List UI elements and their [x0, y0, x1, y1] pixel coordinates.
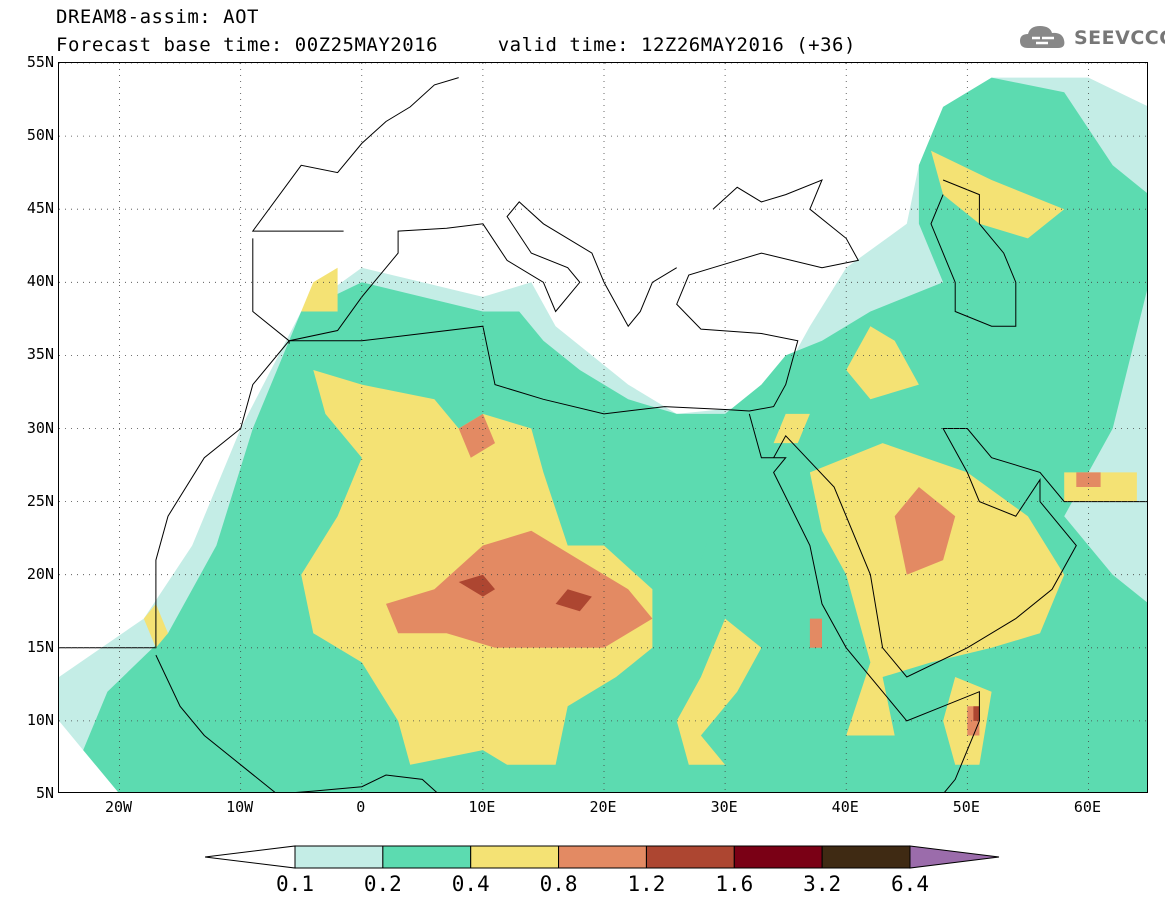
lon-tick-label: 0 — [356, 798, 366, 816]
lon-tick-label: 10E — [468, 798, 496, 816]
aot-level-4-area — [1076, 472, 1101, 487]
lon-tick-label: 30E — [710, 798, 738, 816]
lon-tick-label: 60E — [1073, 798, 1101, 816]
colorbar — [205, 845, 1000, 869]
colorbar-tick-label: 0.4 — [451, 872, 490, 896]
aot-level-3-area — [846, 326, 919, 400]
aot-level-5-area — [458, 574, 495, 597]
cloud-icon — [1020, 26, 1065, 48]
lat-tick-label: 20N — [26, 564, 54, 583]
coastline-segment — [155, 654, 438, 792]
aot-level-4-area — [458, 413, 495, 458]
colorbar-tick-label: 1.2 — [627, 872, 666, 896]
lat-tick-label: 50N — [26, 126, 54, 145]
coastlines — [59, 77, 1147, 792]
lon-tick-label: 10W — [226, 798, 254, 816]
map-canvas — [59, 63, 1147, 792]
logo: SEEVCCC — [1018, 22, 1165, 56]
plot-title-line2: Forecast base time: 00Z25MAY2016 valid t… — [56, 34, 856, 56]
aot-level-4-area — [809, 618, 822, 648]
aot-level-3-area — [676, 618, 762, 765]
lat-tick-label: 10N — [26, 710, 54, 729]
lat-tick-label: 45N — [26, 199, 54, 218]
lat-tick-label: 15N — [26, 637, 54, 656]
lon-tick-label: 20E — [589, 798, 617, 816]
lat-tick-label: 40N — [26, 272, 54, 291]
coastline-segment — [59, 179, 860, 649]
aot-level-3-area — [931, 150, 1065, 239]
coastline-segment — [252, 201, 677, 342]
lat-tick-label: 30N — [26, 418, 54, 437]
lon-tick-label: 50E — [952, 798, 980, 816]
map-panel — [58, 62, 1148, 793]
colorbar-tick-label: 3.2 — [803, 872, 842, 896]
colorbar-swatch — [645, 845, 735, 869]
lat-tick-label: 35N — [26, 345, 54, 364]
lat-tick-label: 5N — [35, 784, 54, 802]
colorbar-low-extension — [205, 845, 296, 869]
colorbar-high-extension — [909, 845, 1000, 869]
logo-text: SEEVCCC — [1074, 27, 1165, 49]
aot-level-3-area — [809, 443, 1065, 736]
colorbar-swatch — [558, 845, 647, 869]
colorbar-tick-label: 0.2 — [363, 872, 402, 896]
colorbar-swatch — [470, 845, 560, 869]
lat-tick-label: 55N — [26, 53, 54, 71]
aot-level-5-area — [555, 589, 592, 612]
lon-tick-label: 20W — [105, 798, 133, 816]
coastline-segment — [930, 179, 1017, 327]
colorbar-swatch — [733, 845, 823, 869]
colorbar-tick-label: 1.6 — [715, 872, 754, 896]
coastline-segment — [748, 413, 980, 792]
colorbar-tick-label: 0.1 — [276, 872, 314, 896]
colorbar-tick-label: 6.4 — [891, 872, 929, 896]
colorbar-swatch — [294, 845, 384, 869]
colorbar-tick-label: 0.8 — [539, 872, 578, 896]
lat-tick-label: 25N — [26, 491, 54, 510]
coastline-segment — [251, 77, 459, 232]
aot-level-5-area — [973, 706, 980, 721]
aot-contour-fields — [59, 77, 1147, 792]
coastline-segment — [773, 428, 1147, 678]
colorbar-swatch — [382, 845, 472, 869]
aot-level-4-area — [894, 487, 956, 575]
lon-tick-label: 40E — [831, 798, 859, 816]
colorbar-swatch — [821, 845, 911, 869]
aot-level-4-area — [386, 530, 653, 648]
aot-level-3-area — [301, 267, 338, 312]
plot-title-line1: DREAM8-assim: AOT — [56, 6, 259, 28]
